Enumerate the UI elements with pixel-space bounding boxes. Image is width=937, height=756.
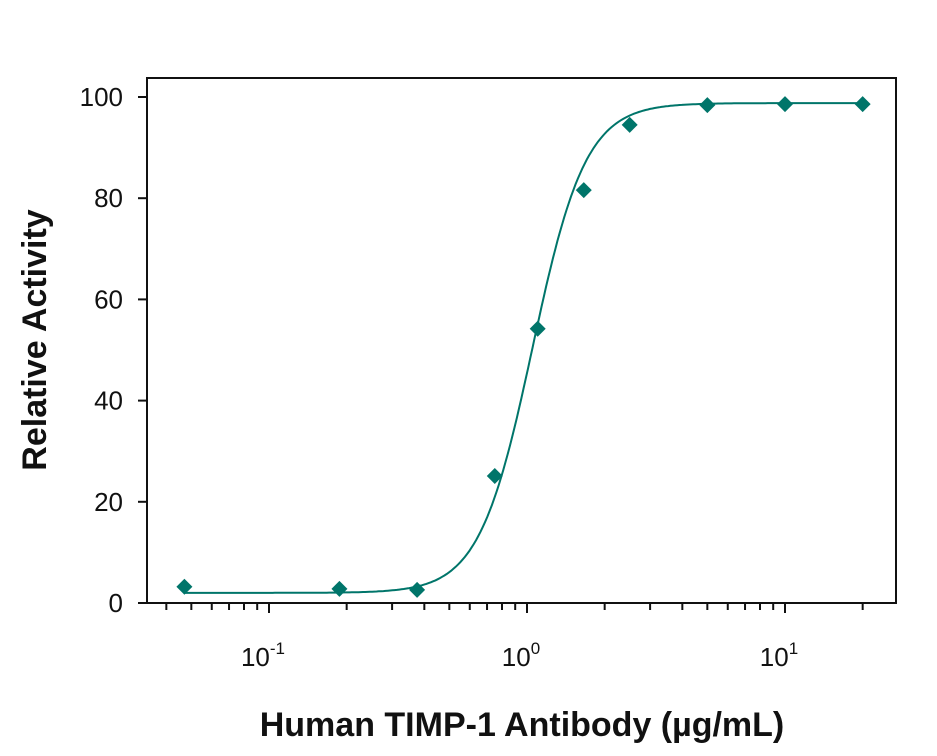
data-point-diamond (176, 578, 193, 595)
fit-curve-line (184, 102, 863, 594)
y-tick-label: 40 (94, 386, 123, 416)
plot-frame (146, 77, 897, 604)
x-axis-title: Human TIMP-1 Antibody (µg/mL) (260, 706, 785, 744)
y-tick-label: 20 (94, 487, 123, 517)
x-axis: 10-1 100 101 (165, 603, 864, 672)
plot-border (146, 77, 897, 604)
data-point-diamond (529, 320, 546, 337)
data-point-diamond (621, 116, 638, 133)
y-axis-title: Relative Activity (16, 209, 54, 470)
y-tick-label: 80 (94, 183, 123, 213)
x-tick-label: 100 (502, 639, 540, 672)
data-point-diamond (486, 467, 503, 484)
data-point-diamond (575, 182, 592, 199)
y-tick-label: 100 (80, 82, 123, 112)
x-tick-label: 10-1 (241, 639, 285, 672)
data-point-diamond (699, 97, 716, 114)
data-point-diamond (777, 96, 793, 113)
data-point-diamond (854, 96, 871, 113)
y-tick-label: 60 (94, 284, 123, 314)
data-point-diamond (409, 581, 426, 598)
data-point-diamond (331, 580, 348, 597)
x-tick-label: 101 (760, 639, 798, 672)
fit-curve (184, 102, 863, 594)
data-markers (176, 96, 871, 598)
y-axis: 0 20 40 60 80 100 (80, 82, 147, 618)
y-tick-label: 0 (109, 588, 123, 618)
